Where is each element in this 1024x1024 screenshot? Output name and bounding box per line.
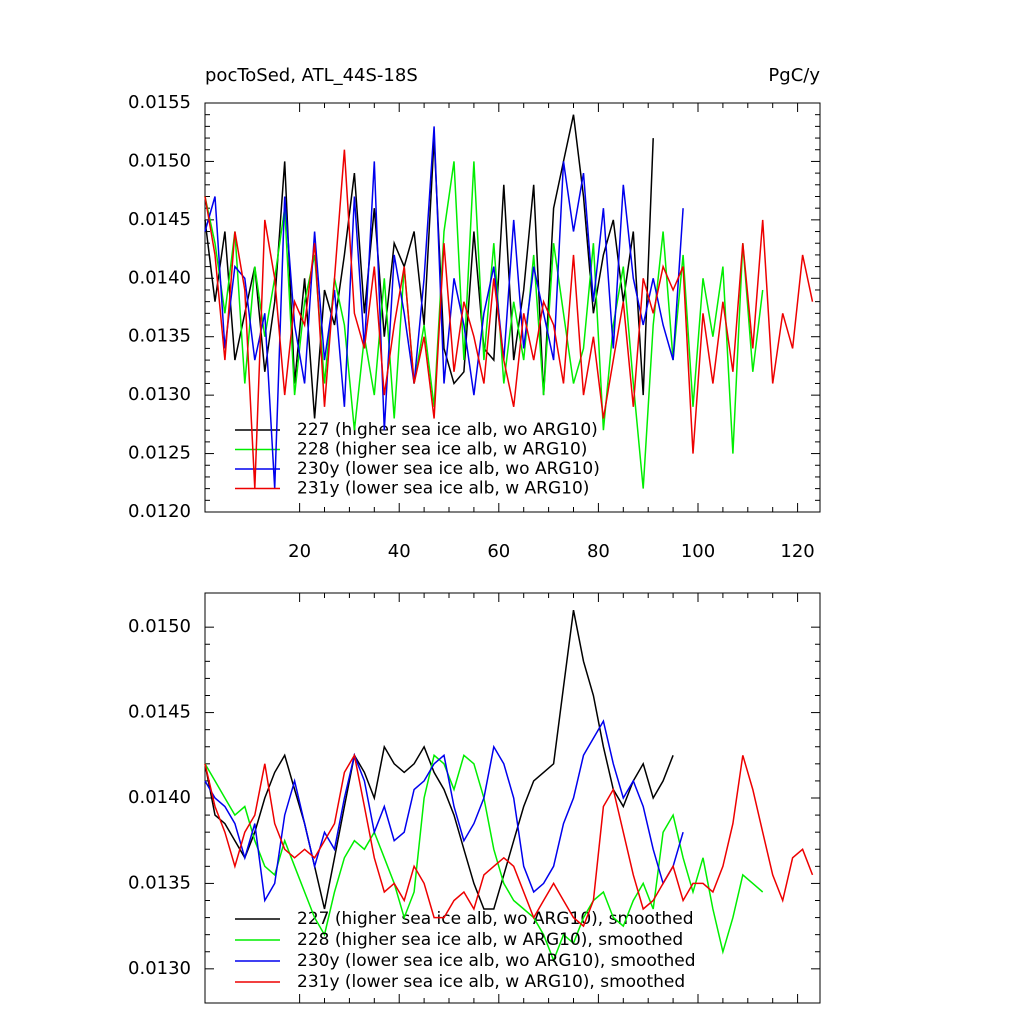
x-tick-label: 120	[780, 541, 814, 562]
legend-label: 227 (higher sea ice alb, wo ARG10)	[297, 420, 598, 440]
legend-label: 230y (lower sea ice alb, wo ARG10)	[297, 459, 600, 479]
series-line	[204, 609, 674, 910]
y-tick-label: 0.0155	[128, 92, 191, 113]
series-line	[204, 149, 814, 489]
plot-frame	[204, 102, 821, 513]
chart-title: pocToSed, ATL_44S-18S	[205, 65, 418, 86]
y-tick-label: 0.0140	[128, 267, 191, 288]
y-tick-label: 0.0120	[128, 501, 191, 522]
y-tick-label: 0.0140	[128, 787, 191, 808]
x-tick-label: 40	[388, 541, 411, 562]
series-line	[204, 114, 654, 419]
y-tick-label: 0.0150	[128, 616, 191, 637]
series-line	[204, 126, 684, 489]
y-tick-label: 0.0145	[128, 702, 191, 723]
y-tick-label: 0.0145	[128, 209, 191, 230]
y-tick-label: 0.0150	[128, 150, 191, 171]
y-tick-label: 0.0135	[128, 326, 191, 347]
legend-label: 228 (higher sea ice alb, w ARG10)	[297, 440, 587, 460]
legend-label: 231y (lower sea ice alb, w ARG10)	[297, 479, 589, 499]
y-tick-label: 0.0135	[128, 872, 191, 893]
legend-label: 231y (lower sea ice alb, w ARG10), smoot…	[297, 972, 685, 992]
series-line	[204, 753, 814, 928]
series-line	[204, 719, 684, 903]
x-tick-label: 80	[587, 541, 610, 562]
legend-label: 230y (lower sea ice alb, wo ARG10), smoo…	[297, 951, 696, 971]
x-tick-label: 20	[288, 541, 311, 562]
x-tick-label: 100	[681, 541, 715, 562]
units-label: PgC/y	[768, 65, 820, 86]
y-tick-label: 0.0130	[128, 958, 191, 979]
legend-label: 227 (higher sea ice alb, wo ARG10), smoo…	[297, 909, 694, 929]
x-tick-label: 60	[487, 541, 510, 562]
y-tick-label: 0.0130	[128, 384, 191, 405]
y-tick-label: 0.0125	[128, 443, 191, 464]
series-line	[204, 161, 764, 489]
legend-label: 228 (higher sea ice alb, w ARG10), smoot…	[297, 930, 683, 950]
